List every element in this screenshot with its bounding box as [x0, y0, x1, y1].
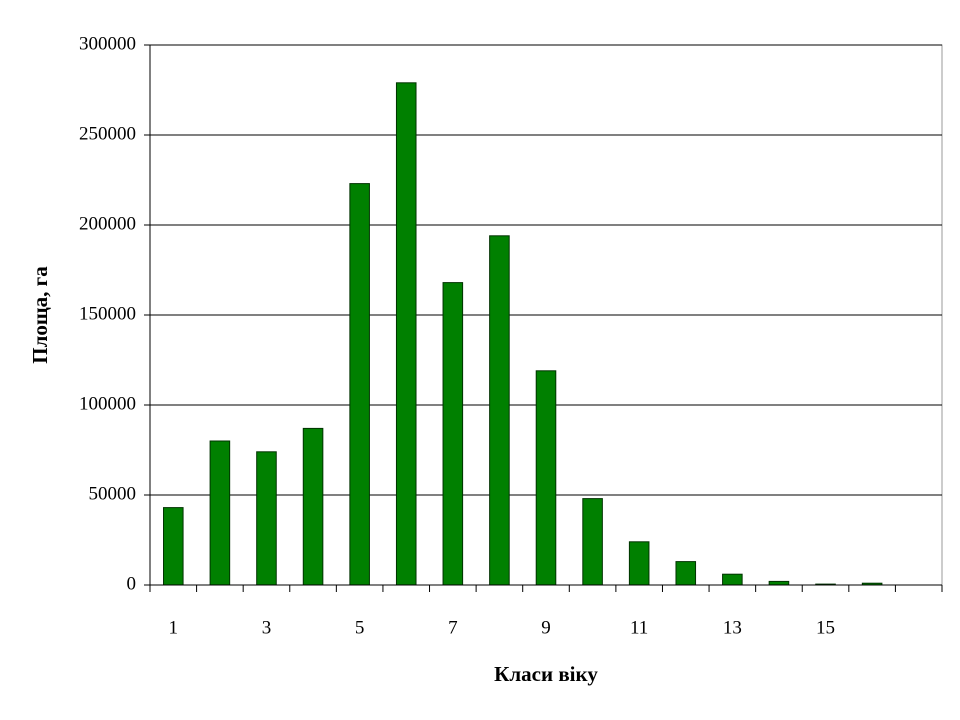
x-tick-label: 15 — [816, 617, 835, 638]
bar — [256, 451, 277, 586]
y-tick-label: 50000 — [89, 483, 137, 504]
x-axis-title: Класи віку — [494, 662, 598, 686]
x-tick-label: 1 — [169, 617, 179, 638]
bar — [349, 183, 370, 586]
bar — [395, 82, 417, 586]
bar — [722, 573, 743, 586]
x-tick-label: 3 — [262, 617, 272, 638]
bar — [768, 580, 790, 586]
bar — [163, 507, 184, 586]
x-tick-label: 11 — [630, 617, 648, 638]
y-axis-title: Площа, га — [28, 266, 52, 364]
y-tick-label: 300000 — [79, 33, 136, 54]
bar — [582, 498, 603, 586]
y-tick-label: 200000 — [79, 213, 136, 234]
x-tick-label: 9 — [541, 617, 551, 638]
x-tick-label: 5 — [355, 617, 365, 638]
y-tick-label: 150000 — [79, 303, 136, 324]
x-tick-label: 7 — [448, 617, 458, 638]
y-tick-label: 250000 — [79, 123, 136, 144]
bar — [442, 282, 464, 586]
bar — [302, 427, 324, 586]
bar — [628, 541, 650, 586]
bar — [535, 370, 557, 586]
bar — [675, 561, 697, 586]
bar — [489, 235, 510, 586]
y-tick-label: 0 — [127, 573, 137, 594]
bar — [209, 440, 231, 586]
x-tick-label: 13 — [723, 617, 742, 638]
y-tick-label: 100000 — [79, 393, 136, 414]
